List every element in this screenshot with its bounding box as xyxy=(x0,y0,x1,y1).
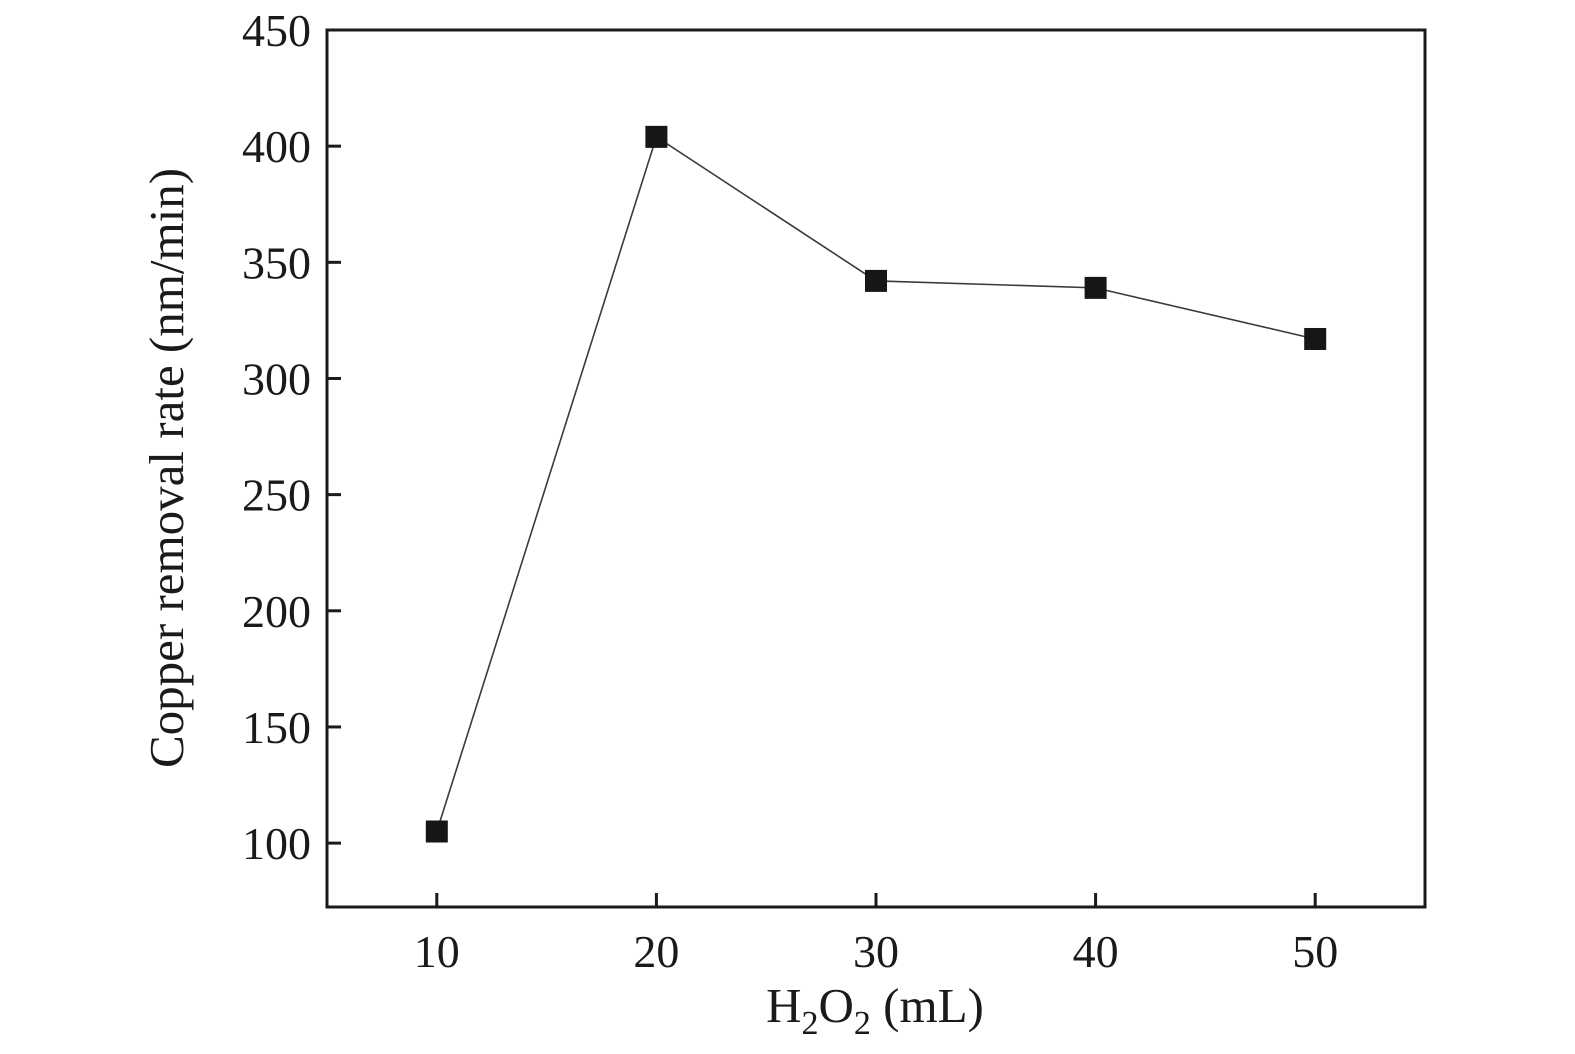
axis-titles: Copper removal rate (nm/min) H2O2 (mL) xyxy=(139,168,984,1042)
x-tick-label: 30 xyxy=(853,926,899,977)
y-tick-label: 100 xyxy=(242,818,311,869)
data-point-marker xyxy=(1304,327,1327,350)
x-tick-label: 50 xyxy=(1292,926,1338,977)
data-point-marker xyxy=(865,269,887,292)
axis-ticks xyxy=(327,28,1317,907)
data-point-marker xyxy=(645,125,668,148)
plot-frame xyxy=(325,28,1427,909)
x-axis-title-text: (mL) xyxy=(871,978,984,1033)
y-tick-label: 350 xyxy=(242,237,311,288)
y-tick-label: 250 xyxy=(242,470,311,521)
data-point-marker xyxy=(1084,276,1107,299)
x-tick-label: 10 xyxy=(414,926,460,977)
x-axis-title: H2O2 (mL) xyxy=(766,978,984,1042)
data-point-marker xyxy=(425,820,448,843)
y-tick-label: 150 xyxy=(242,702,311,753)
y-tick-label: 450 xyxy=(242,5,311,56)
data-series xyxy=(425,125,1327,843)
x-axis-title-text: O xyxy=(819,978,854,1033)
plot-border xyxy=(325,28,1427,909)
x-axis-title-subscript: 2 xyxy=(802,1005,819,1042)
y-tick-label: 300 xyxy=(242,353,311,404)
axis-tick-labels: 10 20 30 40 50 100 150 200 250 300 350 400 450 xyxy=(242,5,1338,977)
y-axis-title: Copper removal rate (nm/min) xyxy=(139,168,194,768)
x-axis-title-subscript: 2 xyxy=(854,1005,871,1042)
x-tick-label: 20 xyxy=(633,926,679,977)
series-line xyxy=(436,135,1316,832)
x-tick-label: 40 xyxy=(1073,926,1119,977)
x-axis-title-text: H xyxy=(766,978,801,1033)
y-tick-label: 200 xyxy=(242,586,311,637)
y-tick-label: 400 xyxy=(242,121,311,172)
